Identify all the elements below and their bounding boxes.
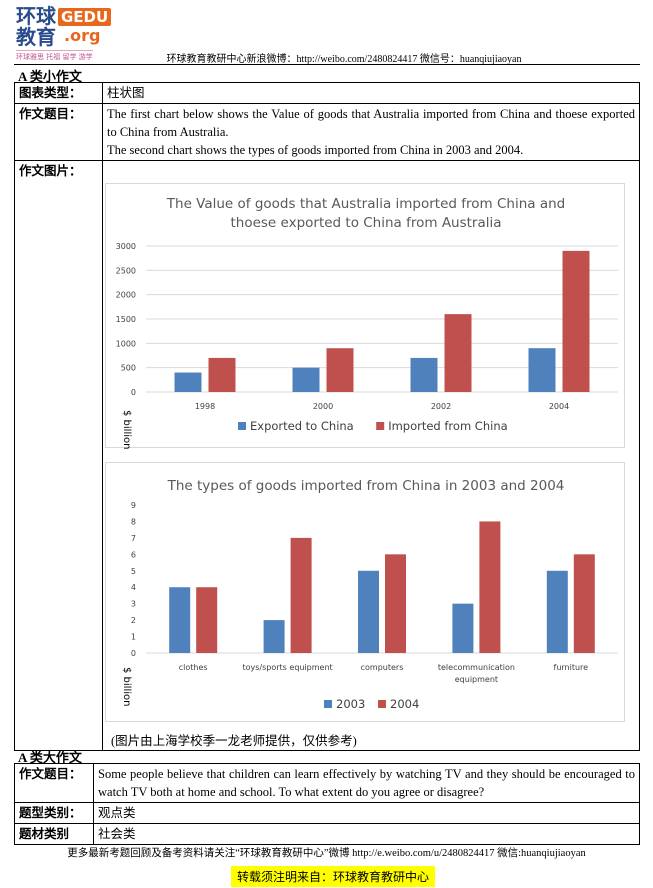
- label: 题型类别：: [14, 802, 94, 824]
- repost-notice: 转载须注明来自：环球教育教研中心: [231, 866, 436, 887]
- bar-2004: [196, 587, 218, 653]
- y-tick-label: 7: [131, 534, 136, 543]
- bar-2003: [358, 570, 379, 653]
- logo-text: 环球: [16, 4, 56, 28]
- legend-swatch: [238, 422, 246, 430]
- value: Some people believe that children can le…: [93, 763, 640, 803]
- bar-2003: [169, 587, 191, 653]
- legend-swatch: [376, 422, 385, 430]
- logo: 环球 教育 GEDU .org 环球雅思 托福 留学 游学: [16, 4, 112, 61]
- y-tick-label: 5: [131, 567, 136, 576]
- bar-exported-to-china: [174, 372, 202, 392]
- x-tick-label: 2004: [549, 402, 569, 411]
- divider: [14, 64, 640, 65]
- label: 作文题目：: [14, 103, 103, 161]
- bar-imported-from-china: [326, 348, 354, 392]
- y-tick-label: 1500: [116, 315, 136, 324]
- legend-swatch: [324, 700, 332, 708]
- chart-2: The types of goods imported from China i…: [105, 462, 625, 722]
- label: 题材类别: [14, 823, 94, 845]
- y-axis-label: $ billion: [121, 410, 132, 449]
- y-tick-label: 1000: [116, 339, 136, 348]
- bar-imported-from-china: [208, 357, 236, 392]
- bar-2003: [546, 570, 568, 653]
- bar-exported-to-china: [292, 367, 320, 392]
- header-text: 环球教育教研中心新浪微博：http://weibo.com/2480824417…: [166, 54, 522, 65]
- section-title: A 类大作文: [18, 750, 82, 765]
- x-tick-label: 2000: [313, 402, 333, 411]
- y-tick-label: 2000: [116, 291, 136, 300]
- chart-title: The types of goods imported from China i…: [167, 478, 565, 494]
- x-tick-label: telecommunication: [438, 663, 515, 672]
- logo-org: .org: [64, 26, 101, 45]
- y-tick-label: 9: [131, 501, 136, 510]
- legend-label: Imported from China: [388, 419, 507, 433]
- legend-swatch: [378, 700, 386, 708]
- y-tick-label: 0: [131, 649, 136, 658]
- legend-label: 2003: [336, 697, 365, 711]
- bar-imported-from-china: [444, 314, 472, 392]
- bar-2004: [290, 537, 312, 653]
- logo-gedu: GEDU: [58, 8, 112, 26]
- bar-imported-from-china: [562, 250, 590, 392]
- bar-exported-to-china: [528, 348, 556, 392]
- bar-2004: [479, 521, 501, 653]
- y-tick-label: 4: [131, 583, 136, 592]
- y-tick-label: 6: [131, 550, 136, 559]
- section-title: A 类小作文: [18, 69, 82, 84]
- label: 作文图片：: [14, 160, 103, 751]
- logo-text: 教育: [16, 25, 56, 49]
- value: 观点类: [93, 802, 640, 824]
- x-tick-label: computers: [361, 663, 404, 672]
- chart-1: The Value of goods that Australia import…: [105, 183, 625, 449]
- footer-text: 更多最新考题回顾及备考资料请关注“环球教育教研中心”微博 http://e.we…: [67, 848, 586, 859]
- y-tick-label: 2500: [116, 266, 136, 275]
- y-tick-label: 3: [131, 600, 136, 609]
- bar-2004: [573, 554, 595, 653]
- x-tick-label: toys/sports equipment: [242, 663, 332, 672]
- task-line: The second chart shows the types of good…: [107, 143, 524, 157]
- bar-2003: [263, 620, 285, 653]
- legend-label: Exported to China: [250, 419, 354, 433]
- large-task-table: 作文题目： Some people believe that children c…: [14, 763, 640, 845]
- x-tick-label: equipment: [455, 675, 498, 684]
- y-axis-label: $ billion: [121, 667, 132, 706]
- y-tick-label: 500: [121, 364, 136, 373]
- y-tick-label: 1: [131, 633, 136, 642]
- logo-tagline: 环球雅思 托福 留学 游学: [16, 50, 93, 62]
- y-tick-label: 2: [131, 616, 136, 625]
- value: 社会类: [93, 823, 640, 845]
- value: 柱状图: [102, 82, 640, 104]
- bar-2003: [452, 603, 474, 653]
- x-tick-label: 1998: [195, 402, 215, 411]
- image-caption: (图片由上海学校季一龙老师提供，仅供参考): [111, 734, 357, 748]
- bar-exported-to-china: [410, 357, 438, 392]
- legend-label: 2004: [390, 697, 419, 711]
- x-tick-label: furniture: [554, 663, 589, 672]
- chart-title: The Value of goods that Australia import…: [166, 196, 565, 212]
- label: 图表类型：: [14, 82, 103, 104]
- y-tick-label: 8: [131, 517, 136, 526]
- bar-2004: [385, 554, 406, 653]
- x-tick-label: clothes: [179, 663, 208, 672]
- x-tick-label: 2002: [431, 402, 451, 411]
- y-tick-label: 0: [131, 388, 136, 397]
- task-line: The first chart below shows the Value of…: [107, 107, 635, 139]
- y-tick-label: 3000: [116, 242, 136, 251]
- chart-title: thoese exported to China from Australia: [230, 215, 501, 231]
- label: 作文题目：: [14, 763, 94, 803]
